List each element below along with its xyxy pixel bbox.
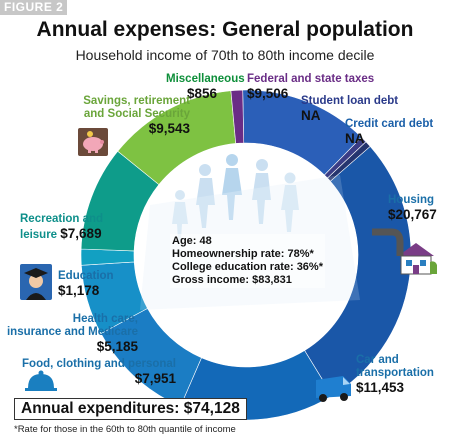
label-miscellaneous: Miscellaneous $856	[166, 73, 245, 101]
stat-income: Gross income: $83,831	[172, 274, 292, 286]
label-car: Car and transportation $11,453	[356, 354, 434, 395]
figure-label: FIGURE 2	[0, 0, 68, 15]
label-car-value: $11,453	[356, 380, 405, 395]
cloche-icon	[25, 370, 57, 391]
label-taxes: Federal and state taxes $9,506	[247, 73, 374, 101]
label-health-name-2: insurance and Medicare	[6, 326, 138, 338]
label-savings-name-1: Savings, retirement	[83, 95, 190, 107]
label-food-name: Food, clothing and personal	[22, 358, 176, 370]
label-car-name-1: Car and	[356, 354, 399, 366]
total-value: $74,128	[183, 400, 240, 417]
label-recreation-name-2: leisure	[20, 229, 58, 241]
label-miscellaneous-name: Miscellaneous	[166, 73, 245, 85]
demographic-stats: Age: 48 Homeownership rate: 78%* College…	[170, 234, 325, 288]
chart-subtitle: Household income of 70th to 80th income …	[75, 47, 375, 63]
stat-college: College education rate: 36%*	[172, 261, 323, 273]
footnote: *Rate for those in the 60th to 80th quan…	[14, 424, 236, 435]
label-health-value: $5,185	[96, 339, 138, 354]
label-savings-name-2: and Social Security	[83, 108, 190, 120]
label-health: Health care, insurance and Medicare $5,1…	[2, 313, 138, 354]
label-housing-name: Housing	[388, 194, 434, 206]
piggy-bank-icon	[78, 128, 108, 156]
chart-title: Annual expenses: General population	[36, 18, 414, 41]
label-student-loan-value: NA	[301, 108, 321, 123]
label-car-name-2: transportation	[356, 367, 434, 379]
label-credit-card-name: Credit card debt	[345, 118, 434, 130]
label-recreation-name-1: Recreation and	[20, 213, 104, 225]
house-icon	[398, 243, 437, 275]
label-education: Education $1,178	[58, 270, 114, 298]
donut-slices	[80, 89, 412, 421]
label-student-loan: Student loan debt NA	[301, 95, 398, 123]
label-credit-card: Credit card debt NA	[345, 118, 433, 146]
label-education-name: Education	[58, 270, 114, 282]
label-education-value: $1,178	[58, 283, 100, 298]
label-savings-value: $9,543	[148, 121, 190, 136]
label-miscellaneous-value: $856	[186, 86, 218, 101]
van-icon	[316, 376, 351, 402]
label-housing-value: $20,767	[388, 207, 437, 222]
label-savings: Savings, retirement and Social Security …	[70, 95, 190, 136]
graduate-icon	[20, 264, 52, 300]
total-label: Annual expenditures:	[21, 400, 180, 417]
label-recreation: Recreation and leisure $7,689	[20, 213, 138, 242]
label-taxes-value: $9,506	[247, 86, 289, 101]
label-housing: Housing $20,767	[388, 194, 437, 222]
annual-expenditures-total: Annual expenditures: $74,128	[14, 398, 247, 420]
label-student-loan-name: Student loan debt	[301, 95, 399, 107]
label-recreation-value: $7,689	[60, 226, 102, 241]
label-health-name-1: Health care,	[72, 313, 138, 325]
stat-homeownership: Homeownership rate: 78%*	[172, 248, 314, 260]
label-food: Food, clothing and personal $7,951	[14, 358, 176, 386]
label-taxes-name: Federal and state taxes	[247, 73, 375, 85]
road-icon	[372, 228, 404, 256]
stat-age: Age: 48	[172, 235, 212, 247]
label-credit-card-value: NA	[345, 131, 365, 146]
label-food-value: $7,951	[134, 371, 176, 386]
